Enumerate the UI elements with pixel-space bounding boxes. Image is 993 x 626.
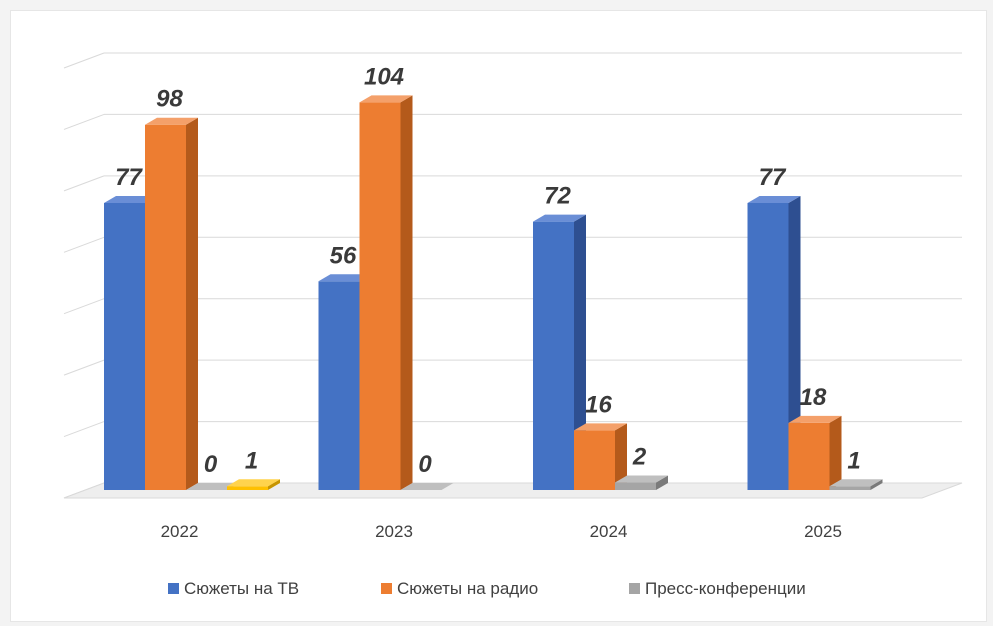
bar-сюжеты-на-тв-2024-side bbox=[574, 214, 586, 491]
gridline-depth bbox=[63, 298, 105, 315]
bar-пресс-конференции-2024 bbox=[615, 482, 656, 490]
data-label: 16 bbox=[585, 391, 612, 418]
legend-label: Сюжеты на радио bbox=[397, 579, 538, 598]
bar-сюжеты-на-тв-2025-side bbox=[788, 196, 801, 490]
data-label: 0 bbox=[204, 451, 218, 478]
bar-сюжеты-на-тв-2022 bbox=[104, 203, 145, 490]
bar-сюжеты-на-радио-2022-top bbox=[145, 117, 198, 125]
gridline-depth bbox=[63, 421, 105, 438]
bar-сюжеты-на-тв-2025 bbox=[747, 203, 789, 490]
data-label: 18 bbox=[800, 384, 827, 411]
legend-swatch bbox=[629, 583, 640, 594]
bar-сюжеты-на-тв-2025-top bbox=[747, 196, 801, 203]
bar-сюжеты-на-тв-2022-top bbox=[104, 196, 157, 203]
bar-пресс-конференции-2025 bbox=[829, 486, 871, 490]
gridline-depth bbox=[63, 52, 105, 69]
x-tick-label: 2022 bbox=[161, 522, 199, 541]
legend-label: Пресс-конференции bbox=[645, 579, 806, 598]
bar-сюжеты-на-радио-2024-side bbox=[615, 423, 627, 490]
bar-сюжеты-на-радио-2023-top bbox=[359, 95, 413, 103]
gridline-depth bbox=[63, 113, 105, 130]
bar-сюжеты-на-радио-2022-side bbox=[186, 117, 198, 491]
data-label: 104 bbox=[364, 63, 404, 90]
bar-пресс-конференции-2022-top bbox=[186, 483, 239, 490]
legend-label: Сюжеты на ТВ bbox=[184, 579, 299, 598]
gridline-depth bbox=[63, 175, 105, 192]
bar-пресс-конференции-2025-top bbox=[829, 479, 883, 487]
data-label: 2 bbox=[632, 444, 647, 471]
gridline-depth bbox=[63, 359, 105, 376]
bar-сюжеты-на-радио-2023-side bbox=[400, 95, 413, 490]
bar-сюжеты-на-тв-2024-top bbox=[533, 214, 586, 222]
x-tick-label: 2024 bbox=[590, 522, 628, 541]
bar-пресс-конференции-2024-top bbox=[615, 475, 668, 483]
data-label: 1 bbox=[245, 447, 258, 474]
x-tick-label: 2023 bbox=[375, 522, 413, 541]
bar-сюжеты-на-тв-2023-top bbox=[318, 274, 372, 282]
bar-сюжеты-на-радио-2023 bbox=[359, 102, 401, 490]
bar-extra-2022-side bbox=[268, 479, 280, 490]
data-label: 72 bbox=[544, 183, 571, 210]
x-tick-label: 2025 bbox=[804, 522, 842, 541]
bar-пресс-конференции-2025-side bbox=[870, 479, 883, 490]
bar-сюжеты-на-радио-2025-side bbox=[829, 415, 842, 490]
bar-сюжеты-на-радио-2024 bbox=[574, 430, 615, 490]
bar-пресс-конференции-2023-top bbox=[400, 483, 454, 490]
bar-пресс-конференции-2024-side bbox=[656, 475, 668, 490]
bar-сюжеты-на-радио-2025-top bbox=[788, 415, 842, 423]
bar-сюжеты-на-радио-2024-top bbox=[574, 423, 627, 431]
data-label: 1 bbox=[847, 447, 860, 474]
bar-сюжеты-на-радио-2025 bbox=[788, 422, 830, 490]
legend-swatch bbox=[381, 583, 392, 594]
bar-сюжеты-на-радио-2022 bbox=[145, 124, 186, 491]
bar-extra-2022-top bbox=[227, 479, 280, 487]
data-label: 56 bbox=[330, 242, 357, 269]
data-label: 77 bbox=[759, 164, 787, 191]
bar-extra-2022 bbox=[227, 486, 268, 490]
bar-сюжеты-на-тв-2024 bbox=[533, 221, 574, 491]
data-label: 98 bbox=[156, 86, 183, 113]
data-label: 0 bbox=[418, 451, 432, 478]
gridline-depth bbox=[63, 236, 105, 253]
legend-swatch bbox=[168, 583, 179, 594]
chart-floor bbox=[63, 482, 963, 499]
data-label: 77 bbox=[115, 164, 143, 191]
bar-сюжеты-на-тв-2023 bbox=[318, 281, 360, 490]
